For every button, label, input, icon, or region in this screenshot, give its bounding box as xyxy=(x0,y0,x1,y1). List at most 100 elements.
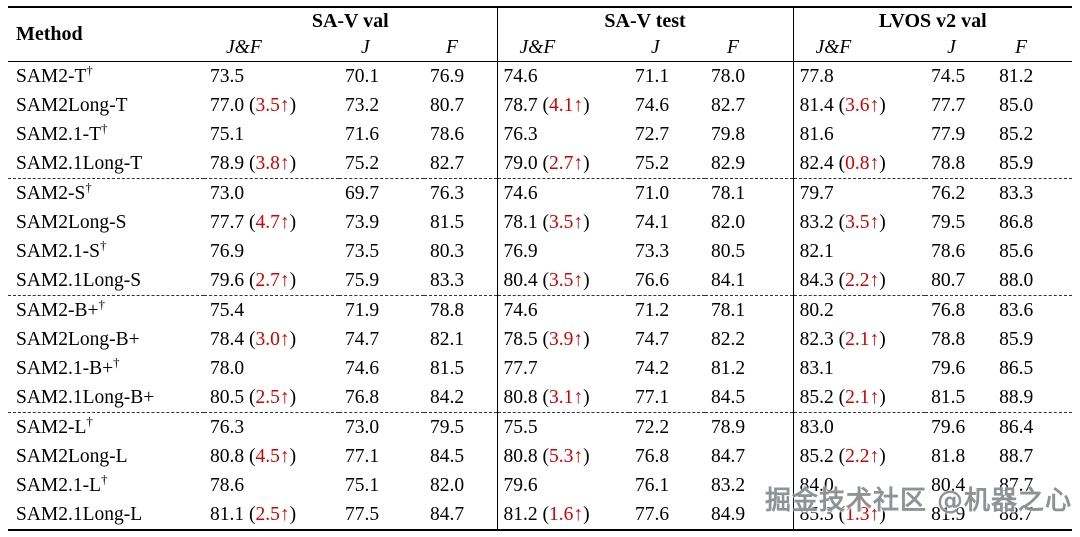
table-row: SAM2.1-L† 78.6 75.1 82.0 79.6 76.1 83.2 84.0 80.… xyxy=(8,470,1072,500)
value-cell: 76.3 xyxy=(496,119,630,149)
method-cell: SAM2-S† xyxy=(16,179,92,204)
value-cell: 78.9 (3.8↑) xyxy=(204,148,339,179)
value-cell: 76.8 xyxy=(931,299,966,321)
metric-header-row: J&F J F J&F J F J&F J F xyxy=(8,35,1073,62)
value-cell: 73.2 xyxy=(345,94,380,116)
metric-label-jf-lvos: J&F xyxy=(792,35,926,62)
improvement-delta: 3.9↑ xyxy=(549,328,584,350)
improvement-delta: 3.5↑ xyxy=(845,211,880,233)
table-row: SAM2.1-S† 76.9 73.5 80.3 76.9 73.3 80.5 82.1 78.… xyxy=(8,236,1072,266)
value-cell: 79.6 xyxy=(496,470,630,500)
group-header-sav-test: SA-V test xyxy=(496,7,794,35)
value-cell: 78.1 (3.5↑) xyxy=(496,207,630,237)
value-cell: 80.7 xyxy=(430,94,465,116)
value-cell: 85.6 xyxy=(999,240,1034,262)
metric-label-j-test: J xyxy=(629,35,706,62)
table-row: SAM2Long-S 77.7 (4.7↑) 73.9 81.5 78.1 (3.5↑)… xyxy=(8,207,1072,237)
value-cell: 85.2 (2.1↑) xyxy=(792,382,926,413)
value-cell: 80.5 xyxy=(711,240,746,262)
metric-label-f-lvos: F xyxy=(993,35,1073,62)
value-cell: 79.0 (2.7↑) xyxy=(496,148,630,179)
table-row: SAM2-L† 76.3 73.0 79.5 75.5 72.2 78.9 83.0 79.6 8… xyxy=(8,412,1072,442)
value-cell: 81.5 xyxy=(925,382,994,413)
table-row: SAM2.1Long-B+ 80.5 (2.5↑) 76.8 84.2 80.8 (3.… xyxy=(8,382,1073,413)
value-cell: 77.6 xyxy=(635,503,670,525)
dagger-mark: † xyxy=(98,296,106,311)
table-body: SAM2-T† 73.5 70.1 76.9 74.6 71.1 78.0 77.8 74.5 8… xyxy=(8,61,1073,530)
value-cell: 82.4 (0.8↑) xyxy=(792,148,926,179)
value-cell: 84.2 xyxy=(424,382,498,413)
table-header: Method SA-V val SA-V test LVOS v2 val J&… xyxy=(8,7,1073,62)
method-cell: SAM2Long-B+ xyxy=(16,328,140,350)
table-row: SAM2Long-L 80.8 (4.5↑) 77.1 84.5 80.8 (5.3↑)… xyxy=(8,441,1072,471)
value-cell: 81.4 (3.6↑) xyxy=(792,90,926,120)
results-table: Method SA-V val SA-V test LVOS v2 val J&… xyxy=(8,6,1073,531)
table-row: SAM2.1-B+† 78.0 74.6 81.5 77.7 74.2 81.2 83.1 79… xyxy=(8,353,1072,383)
value-cell: 74.6 xyxy=(496,295,630,325)
value-cell: 84.5 xyxy=(430,445,465,467)
value-cell: 73.5 xyxy=(345,240,380,262)
value-cell: 75.2 xyxy=(339,148,424,179)
value-cell: 83.2 (3.5↑) xyxy=(792,207,926,237)
dagger-mark: † xyxy=(99,237,107,252)
value-cell: 84.3 (2.2↑) xyxy=(792,265,926,296)
value-cell: 82.7 xyxy=(424,148,498,179)
value-cell: 81.2 xyxy=(999,65,1034,87)
table-row: SAM2.1Long-L 81.1 (2.5↑) 77.5 84.7 81.2 (1.6… xyxy=(8,499,1072,530)
value-cell: 82.9 xyxy=(705,148,794,179)
value-cell: 74.6 xyxy=(496,178,630,208)
improvement-delta: 3.8↑ xyxy=(255,152,290,174)
value-cell: 76.9 xyxy=(210,240,245,262)
method-cell: SAM2.1Long-S xyxy=(8,265,204,296)
value-cell: 82.3 (2.1↑) xyxy=(792,324,926,354)
value-cell: 81.8 xyxy=(931,445,966,467)
group-header-lvos-v2-val: LVOS v2 val xyxy=(792,7,1073,35)
improvement-delta: 2.7↑ xyxy=(255,269,290,291)
value-cell: 85.3 (1.3↑) xyxy=(792,499,926,530)
value-cell: 88.0 xyxy=(993,265,1073,296)
value-cell: 71.1 xyxy=(635,65,670,87)
metric-label-f-val: F xyxy=(424,35,498,62)
value-cell: 71.2 xyxy=(635,299,670,321)
value-cell: 72.7 xyxy=(635,123,670,145)
improvement-delta: 2.1↑ xyxy=(845,328,880,350)
improvement-delta: 3.6↑ xyxy=(845,94,880,116)
improvement-delta: 2.2↑ xyxy=(845,269,880,291)
method-cell: SAM2.1Long-B+ xyxy=(8,382,204,413)
value-cell: 82.7 xyxy=(711,94,746,116)
value-cell: 79.7 xyxy=(792,178,926,208)
value-cell: 74.7 xyxy=(345,328,380,350)
value-cell: 76.8 xyxy=(635,445,670,467)
improvement-delta: 1.6↑ xyxy=(549,503,584,525)
value-cell: 81.1 (2.5↑) xyxy=(210,503,297,525)
metric-label-j-lvos: J xyxy=(925,35,994,62)
value-cell: 78.0 xyxy=(210,357,245,379)
value-cell: 83.2 xyxy=(711,474,746,496)
value-cell: 81.5 xyxy=(430,211,465,233)
value-cell: 73.9 xyxy=(345,211,380,233)
group-header-row: Method SA-V val SA-V test LVOS v2 val xyxy=(8,7,1073,62)
value-cell: 78.4 (3.0↑) xyxy=(210,328,297,350)
value-cell: 74.6 xyxy=(496,61,630,91)
value-cell: 84.5 xyxy=(705,382,794,413)
value-cell: 74.1 xyxy=(635,211,670,233)
dagger-mark: † xyxy=(101,120,108,135)
table-row: SAM2.1Long-S 79.6 (2.7↑) 75.9 83.3 80.4 (3.5… xyxy=(8,265,1073,296)
improvement-delta: 3.5↑ xyxy=(549,269,584,291)
value-cell: 83.1 xyxy=(792,353,926,383)
value-cell: 77.7 (4.7↑) xyxy=(210,211,297,233)
value-cell: 82.1 xyxy=(792,236,926,266)
value-cell: 73.0 xyxy=(345,416,380,438)
value-cell: 78.0 xyxy=(711,65,746,87)
value-cell: 85.9 xyxy=(999,328,1034,350)
improvement-delta: 3.5↑ xyxy=(255,94,290,116)
value-cell: 76.2 xyxy=(931,182,966,204)
metric-label-j-val: J xyxy=(339,35,424,62)
value-cell: 78.7 (4.1↑) xyxy=(496,90,630,120)
value-cell: 80.2 xyxy=(792,295,926,325)
value-cell: 84.0 xyxy=(792,470,926,500)
value-cell: 77.7 xyxy=(496,353,630,383)
value-cell: 86.5 xyxy=(999,357,1034,379)
method-cell: SAM2.1-T† xyxy=(16,120,108,145)
